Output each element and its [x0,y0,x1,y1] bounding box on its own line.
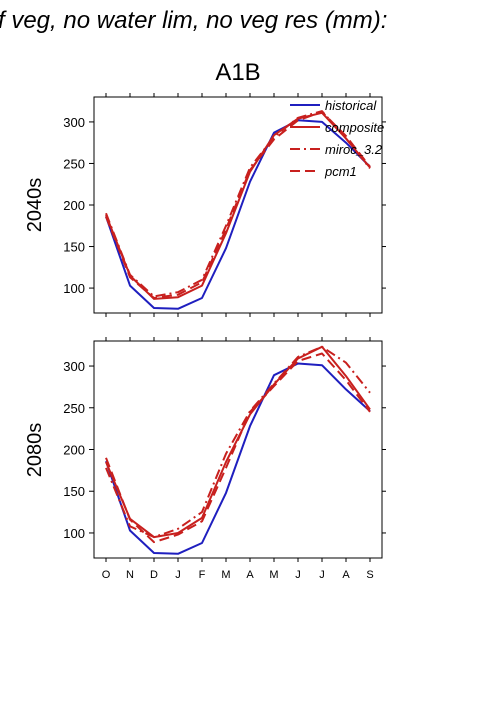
x-tick-label: D [150,569,158,581]
x-tick-label: M [269,569,278,581]
series-line-pcm1-2080s [105,352,371,544]
scenario-label: A1B [215,59,260,86]
y-axis-2040s: 100 150 200 250 300 [63,115,386,296]
x-axis-2040s [105,93,371,317]
panel-2040s: 2040s 100 150 200 250 300 historical composit… [24,93,386,317]
y-tick-label: 250 [63,156,85,171]
y-axis-2080s: 100 150 200 250 300 [63,359,386,541]
series-line-composite-2040s [105,111,371,300]
y-tick-label: 300 [63,359,85,374]
x-tick-label: J [175,569,181,581]
figure-title: f veg, no water lim, no veg res (mm): [0,7,387,34]
x-tick-label: M [221,569,230,581]
series-line-miroc-3-2-2080s [105,345,371,539]
x-tick-label: S [366,569,373,581]
x-tick-label: N [126,569,134,581]
series-line-composite-2080s [105,345,371,539]
y-tick-label: 200 [63,198,85,213]
y-tick-label: 100 [63,526,85,541]
series-group-2080s [105,345,371,555]
y-tick-label: 300 [63,115,85,130]
x-tick-label: J [319,569,325,581]
x-tick-label: J [295,569,301,581]
x-tick-label: O [102,569,111,581]
legend: historical composite miroc_3.2 pcm1 [290,98,384,179]
y-tick-label: 150 [63,240,85,255]
legend-label-composite: composite [325,120,384,135]
panel-2080s: 2080s 100 150 200 250 300 O N D J F M A M J J A S [24,337,386,581]
x-tick-label: A [342,569,350,581]
y-tick-label: 100 [63,281,85,296]
legend-label-pcm1: pcm1 [324,164,357,179]
legend-label-miroc-3-2: miroc_3.2 [325,142,383,157]
y-tick-label: 250 [63,401,85,416]
x-tick-label: F [199,569,206,581]
series-line-pcm1-2040s [105,111,371,299]
row-label-2040s: 2040s [24,178,46,233]
x-tick-label: A [246,569,254,581]
series-line-miroc-3-2-2040s [105,110,371,298]
series-group-2040s [105,110,371,310]
series-line-historical-2080s [105,362,371,555]
row-label-2080s: 2080s [24,423,46,478]
legend-label-historical: historical [325,98,377,113]
y-tick-label: 200 [63,443,85,458]
y-tick-label: 150 [63,484,85,499]
series-line-historical-2040s [105,119,371,310]
